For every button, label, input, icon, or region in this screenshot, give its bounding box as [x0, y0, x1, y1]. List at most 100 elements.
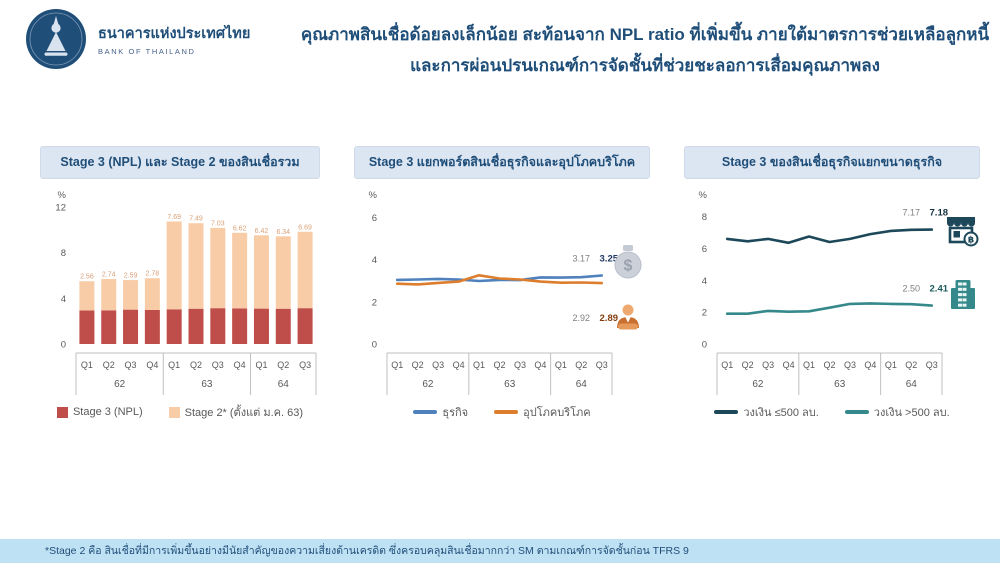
brand-text: ธนาคารแห่งประเทศไทย BANK OF THAILAND — [98, 22, 250, 56]
x-axis-quarter-label: Q2 — [412, 360, 424, 370]
bar-value-label: 6.34 — [276, 229, 290, 236]
legend-item: Stage 3 (NPL) — [56, 406, 143, 418]
x-axis-quarter-label: Q2 — [277, 360, 289, 370]
legend-item: อุปโภคบริโภค — [494, 403, 591, 421]
bar-value-label: 6.69 — [298, 224, 312, 231]
money-bag-icon: $ — [614, 245, 642, 279]
x-axis-year-label: 63 — [504, 379, 516, 390]
bot-emblem-icon — [26, 9, 86, 69]
x-axis-quarter-label: Q3 — [596, 360, 608, 370]
x-axis-year-label: 63 — [834, 379, 846, 390]
x-axis-quarter-label: Q2 — [905, 360, 917, 370]
y-axis-tick-label: 6 — [702, 244, 707, 255]
x-axis-quarter-label: Q1 — [721, 360, 733, 370]
y-axis-tick-label: 0 — [702, 340, 707, 351]
panel-total-loans: Stage 3 (NPL) และ Stage 2 ของสินเชื่อรวม… — [40, 146, 320, 421]
bar-value-label: 2.59 — [124, 273, 138, 280]
x-axis-quarter-label: Q4 — [864, 360, 876, 370]
legend-item: วงเงิน ≤500 ลบ. — [714, 403, 819, 421]
x-axis-quarter-label: Q3 — [844, 360, 856, 370]
x-axis-year-label: 64 — [278, 379, 290, 390]
bar-segment-series0 — [123, 309, 139, 344]
bar-value-label: 2.74 — [102, 272, 116, 279]
legend-label: Stage 3 (NPL) — [72, 406, 143, 418]
x-axis-quarter-label: Q3 — [514, 360, 526, 370]
bar-segment-series1 — [101, 279, 117, 311]
x-axis-quarter-label: Q1 — [168, 360, 180, 370]
x-axis-quarter-label: Q1 — [885, 360, 897, 370]
footnote: *Stage 2 คือ สินเชื่อที่มีการเพิ่มขึ้นอย… — [0, 539, 1000, 563]
stacked-bar-chart: %048122.942.953.012.983.043.093.143.123.… — [40, 187, 320, 399]
chart-legend: Stage 3 (NPL) Stage 2* (ตั้งแต่ ม.ค. 63) — [40, 403, 320, 421]
panel-header: Stage 3 (NPL) และ Stage 2 ของสินเชื่อรวม — [40, 146, 320, 179]
legend-swatch — [413, 410, 438, 414]
chart-text: ฿ — [968, 235, 974, 245]
end-value-label-last: 3.25 — [600, 254, 619, 265]
x-axis-quarter-label: Q2 — [103, 360, 115, 370]
x-axis-quarter-label: Q1 — [255, 360, 267, 370]
line-chart-svg: % 0 2 4 6 8 7.17 7.18 ฿ 2.50 2.41 Q1 Q2 Q3 Q4 Q1 Q2 Q3 Q4 Q… — [699, 190, 979, 395]
end-value-label-prev: 7.17 — [903, 208, 921, 218]
bar-value-label: 7.03 — [211, 220, 225, 227]
bar-segment-series0 — [79, 310, 95, 344]
bar-segment-series0 — [101, 310, 117, 344]
bar-segment-series0 — [232, 308, 248, 344]
y-axis-unit-label: % — [58, 190, 67, 201]
x-axis-quarter-label: Q1 — [473, 360, 485, 370]
x-axis-quarter-label: Q3 — [926, 360, 938, 370]
bar-segment-series1 — [166, 221, 182, 310]
x-axis-quarter-label: Q3 — [432, 360, 444, 370]
x-axis-quarter-label: Q2 — [190, 360, 202, 370]
y-axis-tick-label: 4 — [372, 255, 377, 266]
x-axis-year-label: 62 — [422, 379, 434, 390]
x-axis-quarter-label: Q1 — [803, 360, 815, 370]
bar-segment-series1 — [210, 227, 226, 309]
x-axis-year-label: 62 — [114, 379, 126, 390]
legend-label: อุปโภคบริโภค — [523, 407, 591, 419]
y-axis-tick-label: 4 — [61, 294, 66, 305]
x-axis-year-label: 64 — [576, 379, 588, 390]
end-value-label-last: 7.18 — [930, 208, 949, 219]
bar-segment-series0 — [144, 309, 160, 344]
legend-item: ธุรกิจ — [413, 403, 468, 421]
x-axis-quarter-label: Q2 — [823, 360, 835, 370]
x-axis-quarter-label: Q4 — [534, 360, 546, 370]
title-line-1: คุณภาพสินเชื่อด้อยลงเล็กน้อย สะท้อนจาก N… — [300, 25, 990, 44]
bar-segment-series1 — [275, 236, 291, 309]
legend-item: วงเงิน >500 ลบ. — [844, 403, 950, 421]
chart-legend: ธุรกิจ อุปโภคบริโภค — [354, 403, 650, 421]
y-axis-tick-label: 0 — [372, 340, 377, 351]
y-axis-tick-label: 8 — [702, 212, 707, 223]
bar-value-label: 7.69 — [167, 214, 181, 221]
line-chart-svg: % 0 2 4 6 3.17 3.25 $2.92 2.89 Q1 Q2 Q3 Q4 Q1 Q2 Q3 Q4 Q1… — [369, 190, 642, 395]
x-axis-quarter-label: Q3 — [762, 360, 774, 370]
panel-header: Stage 3 แยกพอร์ตสินเชื่อธุรกิจและอุปโภคบ… — [354, 146, 650, 179]
legend-label: ธุรกิจ — [442, 407, 469, 419]
bank-name-english: BANK OF THAILAND — [98, 47, 196, 56]
bar-segment-series1 — [297, 231, 313, 309]
x-axis-quarter-label: Q3 — [299, 360, 311, 370]
legend-item: Stage 2* (ตั้งแต่ ม.ค. 63) — [168, 403, 303, 421]
x-axis-quarter-label: Q2 — [742, 360, 754, 370]
line-chart-portfolio: % 0 2 4 6 3.17 3.25 $2.92 2.89 Q1 Q2 Q3 Q4 Q1 Q2 Q3 Q4 Q1… — [354, 187, 650, 399]
bar-segment-series1 — [188, 223, 204, 309]
line-series-0 — [395, 274, 604, 283]
x-axis-quarter-label: Q1 — [555, 360, 567, 370]
bar-segment-series1 — [123, 280, 139, 310]
end-value-label-prev: 2.50 — [903, 284, 921, 294]
x-axis-quarter-label: Q4 — [146, 360, 158, 370]
bank-name-thai: ธนาคารแห่งประเทศไทย — [98, 26, 251, 42]
x-axis-quarter-label: Q3 — [125, 360, 137, 370]
line-series-0 — [725, 228, 934, 245]
legend-label: วงเงิน >500 ลบ. — [873, 407, 950, 419]
bar-segment-series1 — [232, 232, 248, 309]
y-axis-tick-label: 2 — [372, 297, 377, 308]
x-axis-quarter-label: Q3 — [212, 360, 224, 370]
legend-swatch — [714, 410, 739, 414]
x-axis-quarter-label: Q2 — [575, 360, 587, 370]
chart-panels: Stage 3 (NPL) และ Stage 2 ของสินเชื่อรวม… — [40, 146, 980, 421]
panel-by-portfolio: Stage 3 แยกพอร์ตสินเชื่อธุรกิจและอุปโภคบ… — [354, 146, 650, 421]
building-icon — [951, 280, 975, 309]
bar-chart-svg: %048122.942.953.012.983.043.093.143.123.… — [55, 190, 317, 395]
title-line-2: และการผ่อนปรนเกณฑ์การจัดชั้นที่ช่วยชะลอก… — [410, 55, 880, 75]
